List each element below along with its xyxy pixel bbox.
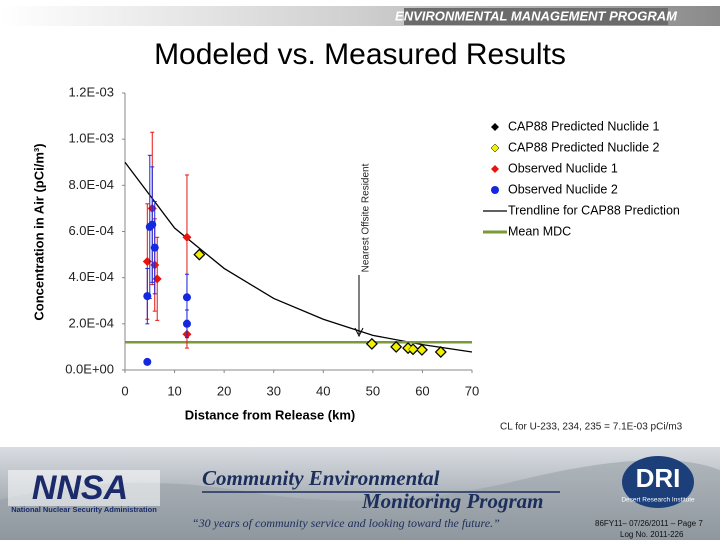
- x-tick-label: 70: [465, 383, 479, 398]
- y-tick-label: 6.0E-04: [68, 223, 114, 238]
- x-tick-label: 20: [217, 383, 231, 398]
- legend-swatch: [491, 186, 499, 194]
- legend-label: Trendline for CAP88 Prediction: [508, 203, 680, 217]
- legend-label: Observed Nuclide 1: [508, 161, 618, 175]
- y-tick-label: 8.0E-04: [68, 177, 114, 192]
- legend-label: CAP88 Predicted Nuclide 2: [508, 140, 660, 154]
- nnsa-name: National Nuclear Security Administration: [11, 505, 157, 514]
- marker: [435, 347, 446, 357]
- legend-swatch: [491, 165, 499, 173]
- header-program: ENVIRONMENTAL MANAGEMENT PROGRAM: [395, 8, 678, 23]
- dri-logo: DRI: [636, 463, 681, 493]
- x-tick-label: 30: [266, 383, 280, 398]
- slide-title: Modeled vs. Measured Results: [154, 38, 566, 71]
- x-tick-label: 10: [167, 383, 181, 398]
- y-tick-label: 1.2E-03: [68, 84, 114, 99]
- x-tick-label: 40: [316, 383, 330, 398]
- program-line1: Community Environmental: [202, 466, 440, 490]
- nnsa-logo: NNSA: [32, 469, 128, 507]
- marker: [150, 243, 159, 252]
- annotation: Nearest Offsite Resident: [361, 163, 372, 272]
- dri-logo-bg: [622, 456, 694, 508]
- legend-swatch: [491, 123, 499, 131]
- chart: 0.0E+00 2.0E-04 4.0E-04 6.0E-04 8.0E-04 1.0E-…: [31, 84, 679, 422]
- y-tick-label: 2.0E-04: [68, 315, 114, 330]
- marker: [408, 344, 418, 355]
- x-tick-label: 0: [121, 383, 128, 398]
- note: CL for U-233, 234, 235 = 7.1E-03 pCi/m3: [500, 422, 683, 433]
- marker: [367, 339, 377, 349]
- marker: [194, 249, 205, 260]
- page-info: 86FY11– 07/26/2011 – Page 7: [595, 519, 703, 528]
- y-tick-label: 0.0E+00: [65, 361, 114, 376]
- annotation-arrowhead: [354, 327, 364, 338]
- program-line2: Monitoring Program: [361, 489, 543, 513]
- legend-label: CAP88 Predicted Nuclide 1: [508, 119, 660, 133]
- x-tick-label: 60: [415, 383, 429, 398]
- marker: [391, 342, 402, 352]
- legend-swatch: [490, 143, 500, 153]
- y-axis-label: Concentration in Air (pCi/m³): [31, 143, 46, 320]
- marker: [182, 232, 192, 242]
- nnsa-logo-bg: [8, 470, 160, 506]
- marker: [182, 293, 191, 302]
- y-tick-label: 4.0E-04: [68, 269, 114, 284]
- tagline: “30 years of community service and looki…: [192, 516, 500, 530]
- marker: [417, 345, 427, 355]
- legend-label: Mean MDC: [508, 224, 571, 238]
- x-tick-label: 50: [366, 383, 380, 398]
- dri-name: Desert Research Institute: [621, 497, 695, 504]
- log-number: Log No. 2011-226: [620, 530, 684, 539]
- x-axis-label: Distance from Release (km): [185, 407, 356, 422]
- legend-label: Observed Nuclide 2: [508, 182, 618, 196]
- banner-hills: [0, 460, 720, 540]
- marker: [143, 357, 152, 366]
- header-plate: [404, 8, 668, 25]
- y-tick-label: 1.0E-03: [68, 131, 114, 146]
- marker: [182, 319, 191, 328]
